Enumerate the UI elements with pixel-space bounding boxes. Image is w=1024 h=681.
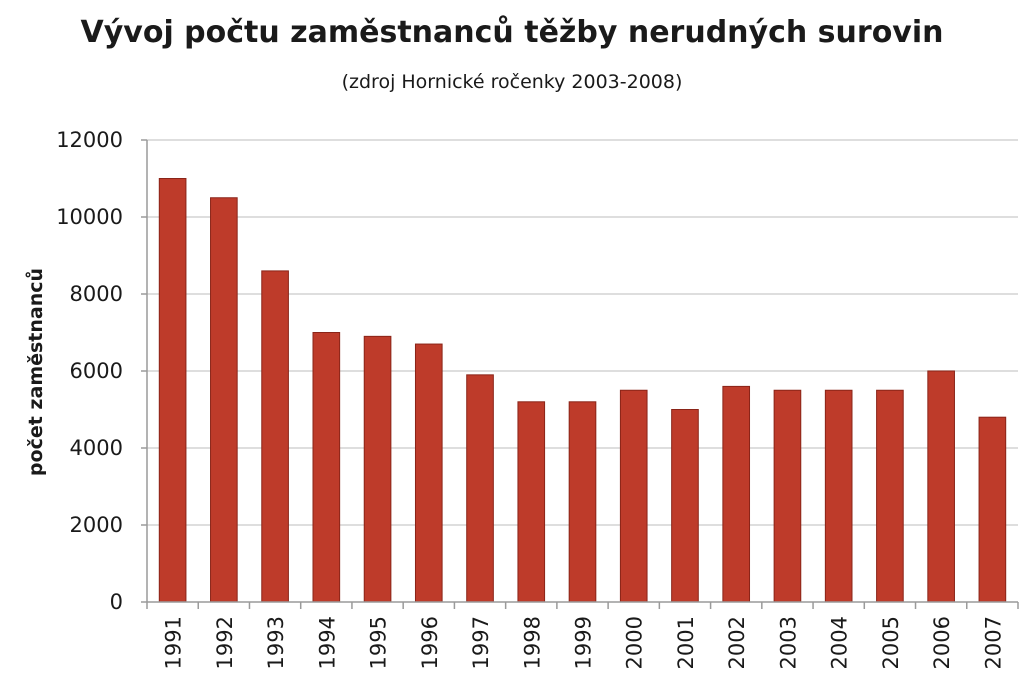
bar-2005 bbox=[876, 389, 904, 603]
x-tick-label: 2000 bbox=[623, 616, 647, 669]
bar-1996 bbox=[414, 343, 443, 603]
bar-1994 bbox=[312, 332, 341, 603]
x-tick-label: 1996 bbox=[418, 616, 442, 669]
x-tick-label: 2006 bbox=[930, 616, 954, 669]
x-tick-label: 1992 bbox=[213, 616, 237, 669]
chart-subtitle: (zdroj Hornické ročenky 2003-2008) bbox=[342, 71, 683, 93]
y-tick-label: 0 bbox=[110, 590, 123, 614]
bar-2001 bbox=[671, 409, 699, 603]
y-axis-label: počet zaměstnanců bbox=[24, 268, 47, 476]
x-tick-label: 2001 bbox=[674, 616, 698, 669]
x-tick-label: 1991 bbox=[162, 616, 186, 669]
y-tick-label: 8000 bbox=[70, 282, 123, 306]
bar-1995 bbox=[363, 335, 392, 603]
bar-1991 bbox=[158, 178, 187, 603]
bar-2002 bbox=[722, 385, 751, 603]
x-tick-labels: 1991 1992 1993 1994 1995 1996 1997 1998 1999 2000… bbox=[162, 616, 1006, 669]
y-tick-label: 4000 bbox=[70, 436, 123, 460]
bars bbox=[158, 178, 1007, 603]
bar-1993 bbox=[261, 270, 289, 603]
x-tick-label: 2004 bbox=[828, 616, 852, 669]
axes bbox=[141, 139, 1019, 609]
bar-1998 bbox=[517, 401, 546, 603]
x-tick-label: 1995 bbox=[367, 616, 391, 669]
x-tick-label: 2005 bbox=[879, 616, 903, 669]
bar-2004 bbox=[824, 389, 853, 603]
bar-1992 bbox=[210, 197, 238, 603]
x-tick-label: 1994 bbox=[315, 616, 339, 669]
y-tick-label: 12000 bbox=[56, 128, 123, 152]
y-tick-label: 10000 bbox=[56, 205, 123, 229]
bar-2003 bbox=[773, 389, 802, 603]
chart-title: Vývoj počtu zaměstnanců těžby nerudných … bbox=[81, 14, 944, 50]
bar-2000 bbox=[619, 389, 648, 603]
y-tick-label: 2000 bbox=[70, 513, 123, 537]
bar-2006 bbox=[927, 370, 955, 603]
x-tick-label: 2002 bbox=[725, 616, 749, 669]
gridlines bbox=[147, 139, 1018, 526]
y-tick-label: 6000 bbox=[70, 359, 123, 383]
bar-2007 bbox=[978, 416, 1007, 603]
bar-1999 bbox=[568, 401, 597, 603]
x-tick-label: 1997 bbox=[469, 616, 493, 669]
y-tick-labels: 0 2000 4000 6000 8000 10000 12000 bbox=[56, 128, 123, 614]
x-tick-label: 1999 bbox=[572, 616, 596, 669]
x-tick-label: 1993 bbox=[264, 616, 288, 669]
x-tick-label: 2007 bbox=[981, 616, 1005, 669]
bar-1997 bbox=[466, 374, 494, 603]
x-tick-label: 1998 bbox=[520, 616, 544, 669]
x-tick-label: 2003 bbox=[776, 616, 800, 669]
